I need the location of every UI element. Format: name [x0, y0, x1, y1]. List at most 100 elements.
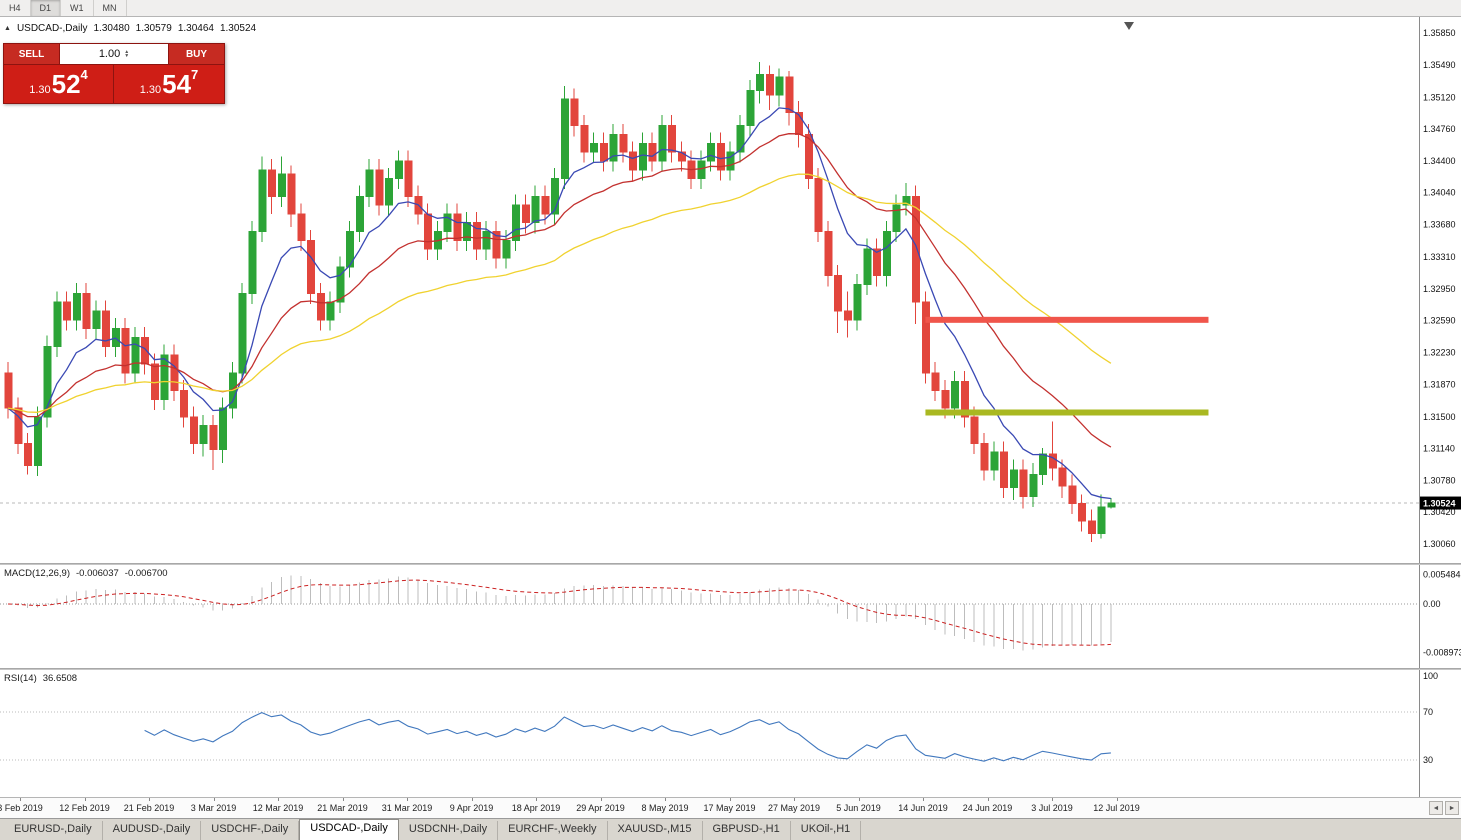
date-tick — [407, 798, 408, 801]
date-tick — [20, 798, 21, 801]
date-label: 12 Jul 2019 — [1093, 803, 1140, 813]
timeframe-button-mn[interactable]: MN — [94, 0, 127, 16]
date-tick — [1116, 798, 1118, 801]
ma-slow-line[interactable] — [7, 173, 1112, 413]
tab-xauusd-m15[interactable]: XAUUSD-,M15 — [608, 821, 703, 840]
timeframe-button-h4[interactable]: H4 — [0, 0, 31, 16]
main-chart-canvas[interactable]: 1.35850 1.35490 1.35120 1.34760 1.34400 1.340… — [0, 17, 1461, 563]
ma-fast-line[interactable] — [7, 107, 1111, 500]
ask-pips: 54 — [162, 69, 192, 99]
svg-text:30: 30 — [1423, 755, 1433, 765]
timeframe-button-w1[interactable]: W1 — [61, 0, 94, 16]
sell-button[interactable]: SELL — [4, 44, 60, 64]
date-tick — [600, 798, 602, 801]
date-label: 5 Jun 2019 — [836, 803, 881, 813]
support-line[interactable] — [925, 409, 1209, 416]
timeframe-button-d1[interactable]: D1 — [30, 0, 62, 16]
rsi-line — [144, 711, 1111, 762]
tab-eurchf-weekly[interactable]: EURCHF-,Weekly — [498, 821, 608, 840]
date-tick — [729, 798, 731, 801]
date-label: 3 Feb 2019 — [0, 803, 43, 813]
volume-field[interactable]: 1.00 ▲ ▼ — [60, 44, 168, 64]
rsi-label: RSI(14) 36.6508 — [4, 673, 77, 684]
tab-usdchf-daily[interactable]: USDCHF-,Daily — [201, 821, 300, 840]
date-label: 21 Mar 2019 — [317, 803, 368, 813]
macd-name: MACD(12,26,9) — [4, 568, 70, 579]
svg-text:-0.008973: -0.008973 — [1423, 647, 1461, 657]
bid-price[interactable]: 1.30524 — [4, 65, 114, 103]
one-click-toggle-icon[interactable]: ▲ — [4, 25, 11, 32]
spinner-down-icon[interactable]: ▼ — [124, 53, 130, 59]
panel-divider[interactable] — [0, 563, 1461, 565]
ask-price[interactable]: 1.30547 — [114, 65, 224, 103]
resistance-line[interactable] — [925, 316, 1209, 323]
svg-text:1.34400: 1.34400 — [1423, 156, 1456, 166]
date-label: 3 Mar 2019 — [190, 803, 237, 813]
macd-panel[interactable]: 0.005484 0.00 -0.008973 MACD(12,26,9) -0.0… — [0, 565, 1461, 668]
svg-text:1.33680: 1.33680 — [1423, 220, 1456, 230]
svg-text:0.00: 0.00 — [1423, 599, 1441, 609]
macd-histogram — [17, 575, 1112, 651]
date-label: 18 Apr 2019 — [511, 803, 561, 813]
svg-text:1.30060: 1.30060 — [1423, 539, 1456, 549]
ask-big-figure: 1.30 — [139, 84, 162, 96]
svg-text:1.33310: 1.33310 — [1423, 252, 1456, 262]
svg-text:1.31870: 1.31870 — [1423, 379, 1456, 389]
date-label: 27 May 2019 — [767, 803, 821, 813]
main-chart-panel[interactable]: 1.35850 1.35490 1.35120 1.34760 1.34400 1.340… — [0, 17, 1461, 563]
date-label: 14 Jun 2019 — [898, 803, 948, 813]
svg-text:1.35850: 1.35850 — [1423, 28, 1456, 38]
date-tick — [213, 798, 215, 801]
ma-mid-line[interactable] — [7, 133, 1112, 448]
bid-pipette: 4 — [80, 67, 88, 82]
scroll-left-button[interactable]: ◄ — [1429, 801, 1443, 815]
date-tick — [1052, 798, 1053, 801]
svg-text:1.31140: 1.31140 — [1423, 444, 1455, 454]
date-tick — [149, 798, 150, 801]
buy-button[interactable]: BUY — [168, 44, 224, 64]
tab-usdcnh-daily[interactable]: USDCNH-,Daily — [399, 821, 499, 840]
spinner-up-icon[interactable]: ▲ — [124, 49, 130, 55]
svg-text:1.30420: 1.30420 — [1423, 507, 1456, 517]
date-tick — [84, 798, 86, 801]
chart-symbol-period: USDCAD-,Daily — [16, 23, 88, 34]
macd-value-main: -0.006037 — [76, 568, 119, 579]
date-label: 29 Apr 2019 — [576, 803, 625, 813]
svg-text:1.32950: 1.32950 — [1423, 284, 1456, 294]
svg-text:1.31500: 1.31500 — [1423, 412, 1456, 422]
candles-series — [4, 62, 1116, 543]
macd-label: MACD(12,26,9) -0.006037 -0.006700 — [4, 568, 168, 579]
scroll-right-button[interactable]: ► — [1445, 801, 1459, 815]
date-label: 21 Feb 2019 — [123, 803, 175, 813]
date-label: 24 Jun 2019 — [962, 803, 1013, 813]
rsi-canvas[interactable]: 100 70 30 — [0, 670, 1461, 797]
tab-ukoil-h1[interactable]: UKOil-,H1 — [791, 821, 862, 840]
bid-big-figure: 1.30 — [29, 84, 51, 96]
price-scale[interactable] — [1419, 670, 1461, 797]
rsi-panel[interactable]: 100 70 30 RSI(14) 36.6508 — [0, 670, 1461, 797]
svg-text:0.005484: 0.005484 — [1423, 569, 1461, 579]
volume-value[interactable]: 1.00 — [98, 48, 121, 60]
date-label: 8 May 2019 — [641, 803, 689, 813]
date-tick — [471, 798, 473, 801]
volume-spinner[interactable]: ▲ ▼ — [124, 49, 130, 59]
tab-usdcad-daily[interactable]: USDCAD-,Daily — [299, 819, 399, 840]
date-axis[interactable]: ◄ ► 3 Feb 2019 12 Feb 2019 21 Feb 2019 3 Ma… — [0, 797, 1461, 818]
svg-text:100: 100 — [1423, 671, 1438, 681]
chart-shift-marker-icon[interactable] — [1124, 22, 1134, 30]
date-label: 9 Apr 2019 — [449, 803, 494, 813]
tab-audusd-daily[interactable]: AUDUSD-,Daily — [103, 821, 202, 840]
date-label: 17 May 2019 — [703, 803, 756, 813]
macd-canvas[interactable]: 0.005484 0.00 -0.008973 — [0, 565, 1461, 668]
tab-gbpusd-h1[interactable]: GBPUSD-,H1 — [703, 821, 791, 840]
date-label: 12 Feb 2019 — [59, 803, 110, 813]
panel-divider[interactable] — [0, 668, 1461, 670]
rsi-name: RSI(14) — [4, 673, 37, 684]
ohlc-close: 1.30524 — [219, 23, 257, 34]
svg-text:1.32230: 1.32230 — [1423, 347, 1456, 357]
date-tick — [923, 798, 924, 801]
macd-value-signal: -0.006700 — [124, 568, 168, 579]
tab-eurusd-daily[interactable]: EURUSD-,Daily — [4, 821, 103, 840]
timeframe-toolbar: H4 D1 W1 MN — [0, 0, 1461, 17]
